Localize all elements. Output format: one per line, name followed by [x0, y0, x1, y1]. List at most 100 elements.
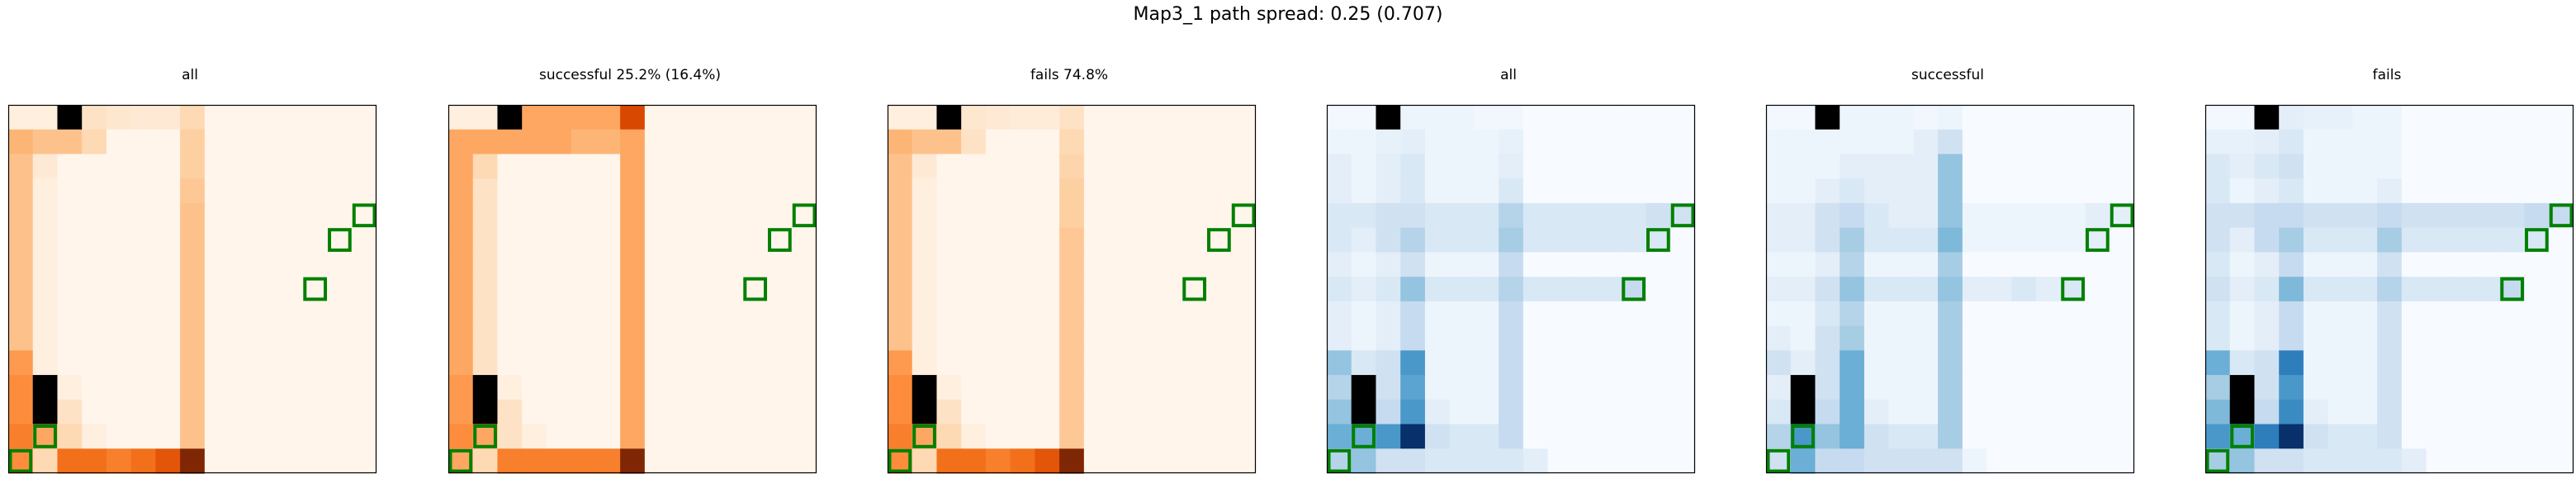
heatmap-cell	[2352, 325, 2378, 351]
heatmap-cell	[2229, 202, 2256, 229]
heatmap-cell	[644, 350, 670, 376]
heatmap-cell	[1059, 202, 1085, 229]
heatmap-cell	[2475, 448, 2501, 474]
heatmap-panel-all-orange: all	[4, 0, 377, 479]
masked-cell	[1351, 375, 1377, 401]
heatmap-cell	[985, 277, 1011, 302]
heatmap-cell	[912, 350, 938, 376]
heatmap-cell	[352, 424, 377, 449]
heatmap-cell	[472, 350, 499, 376]
heatmap-cell	[2352, 154, 2378, 179]
heatmap-cell	[472, 277, 499, 302]
heatmap-cell	[253, 375, 279, 401]
heatmap-cell	[1133, 350, 1158, 376]
heatmap-cell	[1327, 129, 1352, 155]
heatmap-cell	[620, 448, 646, 474]
heatmap-cell	[2205, 202, 2231, 229]
heatmap-cell	[546, 375, 572, 401]
heatmap-cell	[1035, 277, 1060, 302]
axes-frame	[7, 104, 377, 474]
heatmap-cell	[1572, 105, 1598, 130]
heatmap-cell	[497, 277, 523, 302]
heatmap-cell	[1424, 399, 1451, 425]
heatmap-cell	[2229, 227, 2256, 253]
heatmap-cell	[522, 325, 547, 351]
heatmap-cell	[1547, 227, 1573, 253]
target-cell-outline	[743, 277, 768, 301]
heatmap-cell	[2549, 227, 2574, 253]
heatmap-cell	[1986, 375, 2012, 401]
heatmap-cell	[106, 202, 132, 229]
heatmap-cell	[2254, 202, 2280, 229]
masked-cell	[1351, 399, 1377, 425]
heatmap-cell	[718, 424, 744, 449]
heatmap-cell	[1888, 350, 1914, 376]
heatmap-cell	[2327, 154, 2353, 179]
heatmap-cell	[1206, 202, 1232, 229]
heatmap-cell	[2549, 448, 2574, 474]
heatmap-cell	[1035, 424, 1060, 449]
heatmap-cell	[253, 399, 279, 425]
heatmap-cell	[1522, 277, 1549, 302]
heatmap-cell	[1522, 252, 1549, 277]
heatmap-cell	[302, 105, 329, 130]
heatmap-panel-successful-blue: successful	[1762, 0, 2135, 479]
heatmap-cell	[2279, 154, 2304, 179]
heatmap-cell	[229, 227, 254, 253]
heatmap-cell	[1231, 350, 1257, 376]
heatmap-cell	[2549, 129, 2574, 155]
heatmap-cell	[1035, 105, 1060, 130]
heatmap-cell	[1499, 325, 1524, 351]
heatmap-cell	[985, 301, 1011, 327]
heatmap-cell	[106, 129, 132, 155]
heatmap-cell	[718, 178, 744, 204]
heatmap-cell	[1913, 350, 1939, 376]
target-cell-outline	[1670, 203, 1695, 228]
heatmap-cell	[2352, 105, 2378, 130]
target-cell-outline	[1352, 424, 1376, 448]
heatmap-cell	[155, 277, 181, 302]
heatmap-cell	[2279, 301, 2304, 327]
heatmap-cell	[352, 252, 377, 277]
heatmap-cell	[620, 277, 646, 302]
heatmap-cell	[742, 301, 769, 327]
heatmap-cell	[497, 202, 523, 229]
heatmap-cell	[985, 424, 1011, 449]
heatmap-cell	[1400, 277, 1426, 302]
heatmap-cell	[1913, 154, 1939, 179]
heatmap-cell	[1059, 129, 1085, 155]
heatmap-cell	[1766, 129, 1792, 155]
heatmap-cell	[2085, 424, 2110, 449]
heatmap-cell	[669, 129, 694, 155]
heatmap-cell	[1840, 350, 1865, 376]
heatmap-cell	[1646, 252, 1671, 277]
heatmap-cell	[595, 178, 621, 204]
heatmap-cell	[180, 129, 206, 155]
heatmap-cell	[2279, 227, 2304, 253]
heatmap-cell	[1010, 154, 1035, 179]
heatmap-cell	[669, 277, 694, 302]
heatmap-cell	[1840, 448, 1865, 474]
heatmap-cell	[1547, 277, 1573, 302]
heatmap-cell	[204, 399, 230, 425]
heatmap-cell	[571, 202, 596, 229]
heatmap-cell	[644, 227, 670, 253]
heatmap-cell	[2352, 277, 2378, 302]
heatmap-cell	[1108, 202, 1134, 229]
heatmap-cell	[1400, 252, 1426, 277]
heatmap-cell	[1108, 399, 1134, 425]
heatmap-cell	[1474, 105, 1499, 130]
heatmap-cell	[278, 350, 304, 376]
heatmap-cell	[546, 154, 572, 179]
heatmap-cell	[2499, 178, 2526, 204]
heatmap-cell	[1621, 154, 1647, 179]
heatmap-cell	[961, 448, 987, 474]
heatmap-cell	[1986, 202, 2012, 229]
heatmap-cell	[1499, 105, 1524, 130]
heatmap-cell	[595, 301, 621, 327]
heatmap-cell	[2254, 325, 2280, 351]
heatmap-cell	[595, 448, 621, 474]
heatmap-cell	[792, 105, 817, 130]
heatmap-cell	[912, 252, 938, 277]
heatmap-cell	[2110, 424, 2135, 449]
